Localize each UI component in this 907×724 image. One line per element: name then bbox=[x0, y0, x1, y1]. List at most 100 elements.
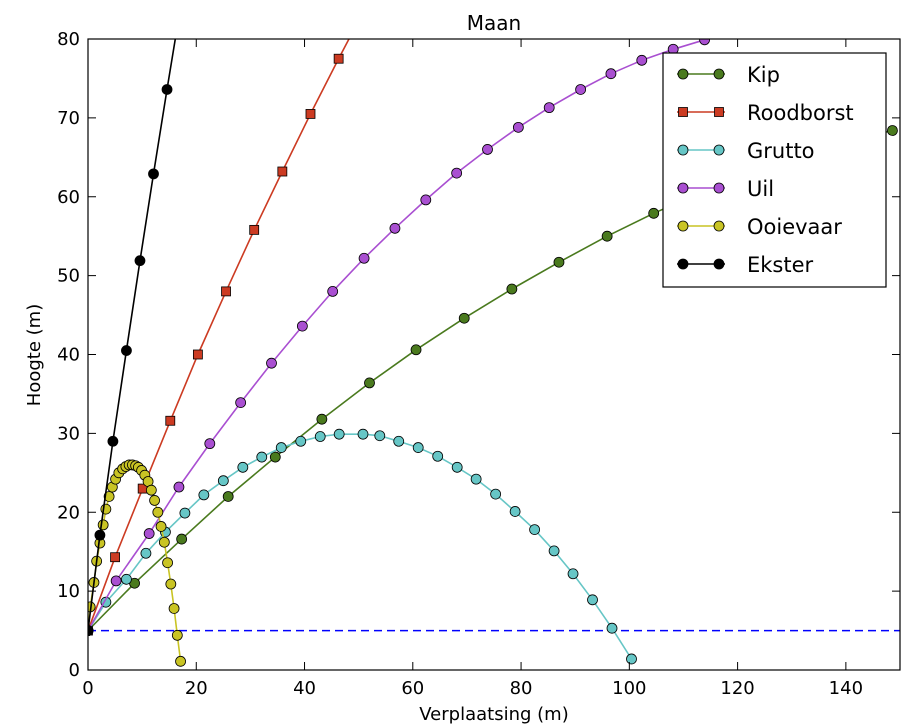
series-ekster bbox=[88, 2, 186, 636]
data-point-ooievaar bbox=[97, 519, 109, 531]
y-tick-label: 60 bbox=[57, 187, 80, 208]
data-point-ooievaar bbox=[168, 603, 180, 614]
data-point-kip bbox=[410, 344, 422, 356]
data-point-kip bbox=[269, 451, 281, 463]
data-point-uil bbox=[143, 528, 155, 539]
data-point-grutto bbox=[357, 428, 369, 440]
legend-marker-ooievaar bbox=[677, 220, 689, 232]
data-point-uil bbox=[636, 54, 648, 66]
legend-label-ooievaar: Ooievaar bbox=[747, 215, 842, 239]
data-point-ooievaar bbox=[145, 484, 157, 496]
data-point-ekster bbox=[176, 2, 186, 12]
data-point-kip bbox=[176, 533, 188, 545]
data-point-ooievaar bbox=[162, 557, 173, 569]
data-point-uil bbox=[420, 194, 432, 206]
y-tick-label: 70 bbox=[57, 108, 80, 129]
series-line-uil bbox=[88, 39, 711, 631]
data-point-uil bbox=[451, 167, 463, 179]
data-point-grutto bbox=[275, 442, 287, 453]
y-tick-label: 40 bbox=[57, 345, 80, 366]
legend-label-kip: Kip bbox=[747, 63, 780, 87]
data-point-grutto bbox=[393, 435, 405, 447]
data-point-roodborst bbox=[110, 552, 120, 563]
data-point-uil bbox=[296, 320, 308, 332]
plot-area bbox=[88, 2, 900, 667]
legend-marker-ekster bbox=[713, 258, 725, 270]
legend: Kip Roodborst Grutto Uil Ooievaar Ekster bbox=[662, 52, 887, 288]
data-point-uil bbox=[173, 481, 185, 493]
data-point-roodborst bbox=[305, 109, 316, 119]
series-roodborst bbox=[88, 39, 350, 636]
data-point-ooievaar bbox=[165, 578, 177, 590]
data-point-grutto bbox=[451, 461, 463, 473]
legend-label-ekster: Ekster bbox=[747, 253, 814, 277]
data-point-grutto bbox=[237, 461, 249, 473]
y-tick-label: 0 bbox=[69, 660, 80, 681]
data-point-ekster bbox=[148, 168, 159, 180]
data-point-uil bbox=[482, 144, 493, 155]
y-tick-label: 30 bbox=[57, 423, 80, 444]
legend-item-kip: Kip bbox=[677, 63, 780, 87]
data-point-uil bbox=[204, 438, 216, 450]
data-point-uil bbox=[389, 222, 401, 234]
data-point-roodborst bbox=[249, 224, 260, 235]
legend-marker-grutto bbox=[677, 144, 689, 156]
data-point-ooievaar bbox=[152, 506, 164, 518]
data-point-uil bbox=[512, 121, 524, 133]
x-tick-label: 0 bbox=[82, 678, 93, 699]
series-uil bbox=[88, 39, 711, 636]
data-point-uil bbox=[543, 102, 555, 114]
y-tick-label: 20 bbox=[57, 502, 80, 523]
data-point-ooievaar bbox=[158, 536, 170, 548]
data-point-grutto bbox=[587, 594, 598, 606]
data-point-kip bbox=[458, 312, 470, 324]
data-point-uil bbox=[699, 39, 710, 46]
legend-box bbox=[662, 52, 887, 288]
chart-title: Maan bbox=[467, 11, 521, 35]
data-point-ooievaar bbox=[155, 521, 167, 532]
legend-marker-uil bbox=[677, 182, 689, 194]
data-point-grutto bbox=[567, 568, 579, 580]
data-point-grutto bbox=[121, 573, 132, 585]
data-point-kip bbox=[506, 283, 518, 295]
data-point-uil bbox=[575, 84, 587, 95]
data-point-kip bbox=[648, 207, 660, 219]
series-line-ekster bbox=[88, 39, 177, 631]
legend-marker-roodborst bbox=[678, 107, 688, 117]
data-point-grutto bbox=[548, 545, 560, 557]
data-point-uil bbox=[110, 575, 122, 587]
data-point-uil bbox=[605, 68, 617, 80]
data-point-grutto bbox=[295, 435, 307, 447]
data-point-uil bbox=[235, 397, 247, 409]
data-point-grutto bbox=[626, 653, 637, 665]
legend-label-uil: Uil bbox=[747, 177, 774, 201]
legend-marker-kip bbox=[677, 68, 689, 80]
data-point-roodborst bbox=[192, 349, 203, 360]
data-point-grutto bbox=[529, 524, 540, 536]
data-point-ekster bbox=[107, 435, 119, 447]
data-point-grutto bbox=[470, 473, 482, 485]
data-point-ekster bbox=[134, 255, 146, 267]
x-axis-label: Verplaatsing (m) bbox=[419, 704, 568, 724]
data-point-roodborst bbox=[165, 415, 176, 426]
x-tick-label: 140 bbox=[829, 678, 863, 699]
data-point-uil bbox=[266, 357, 277, 369]
data-point-grutto bbox=[256, 451, 268, 463]
data-point-grutto bbox=[140, 547, 152, 559]
data-point-kip bbox=[316, 413, 328, 425]
legend-marker-kip bbox=[713, 68, 725, 80]
data-point-kip bbox=[601, 230, 613, 242]
series-ooievaar bbox=[88, 459, 186, 667]
data-point-ooievaar bbox=[149, 495, 160, 506]
data-point-uil bbox=[358, 252, 370, 264]
x-tick-label: 120 bbox=[720, 678, 754, 699]
y-tick-label: 50 bbox=[57, 266, 80, 287]
data-point-grutto bbox=[509, 506, 521, 517]
y-tick-label: 80 bbox=[57, 29, 80, 50]
data-point-grutto bbox=[314, 431, 326, 442]
data-point-grutto bbox=[412, 442, 424, 453]
x-tick-label: 60 bbox=[401, 678, 424, 699]
data-point-grutto bbox=[374, 430, 386, 442]
data-point-roodborst bbox=[277, 166, 288, 177]
y-tick-label: 10 bbox=[57, 581, 80, 602]
